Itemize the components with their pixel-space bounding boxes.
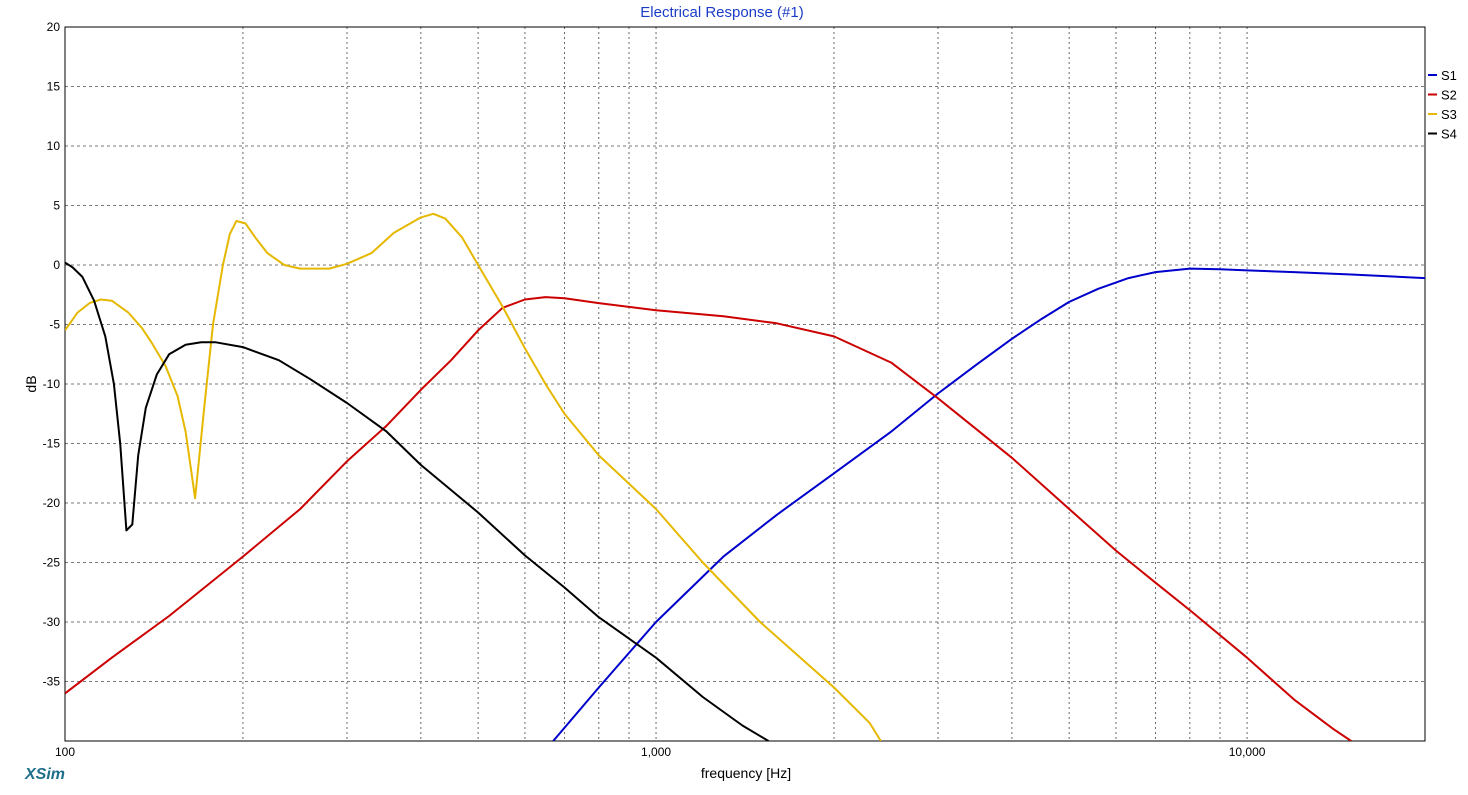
x-tick-label: 100 <box>55 745 75 759</box>
y-tick-label: 5 <box>53 199 60 213</box>
y-tick-label: -10 <box>43 377 61 391</box>
plot-frame <box>64 26 1426 742</box>
legend-label-s2: S2 <box>1441 88 1457 103</box>
y-tick-labels: 20 15 10 5 0 -5 -10 -15 -20 -25 -30 -35 <box>43 20 61 689</box>
xsim-logo: XSim <box>25 766 66 783</box>
series-lines <box>65 212 1425 741</box>
y-tick-label: -15 <box>43 437 61 451</box>
x-tick-label: 10,000 <box>1229 745 1266 759</box>
y-tick-label: -5 <box>49 318 60 332</box>
legend: S1 S2 S3 S4 <box>1428 68 1457 142</box>
y-tick-label: 10 <box>47 139 61 153</box>
y-tick-label: -25 <box>43 556 61 570</box>
y-tick-label: 0 <box>53 258 60 272</box>
y-tick-label: -20 <box>43 496 61 510</box>
x-axis-label: frequency [Hz] <box>701 765 791 781</box>
y-tick-label: 15 <box>47 80 61 94</box>
legend-label-s1: S1 <box>1441 68 1457 83</box>
chart-title: Electrical Response (#1) <box>640 4 803 21</box>
series-line-s2 <box>65 296 1352 741</box>
x-tick-label: 1,000 <box>641 745 671 759</box>
legend-label-s3: S3 <box>1441 107 1457 122</box>
axes <box>64 26 1426 742</box>
x-tick-labels: 100 1,000 10,000 <box>55 745 1266 759</box>
series-line-s1 <box>552 267 1425 741</box>
series-line-s4 <box>65 261 770 741</box>
y-tick-label: 20 <box>47 20 61 34</box>
y-tick-label: -30 <box>43 615 61 629</box>
grid <box>65 27 1425 741</box>
legend-label-s4: S4 <box>1441 127 1457 142</box>
series-line-s3 <box>65 212 882 741</box>
y-tick-label: -35 <box>43 675 61 689</box>
y-axis-label: dB <box>23 375 39 392</box>
